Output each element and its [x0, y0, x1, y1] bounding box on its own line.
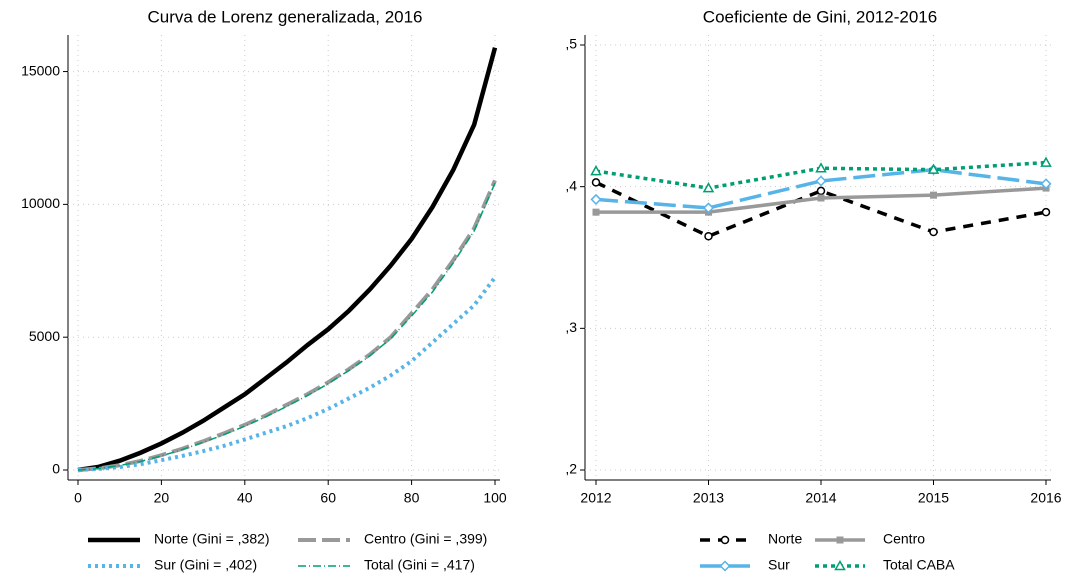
- y-tick-label: 5000: [29, 328, 60, 344]
- series-line: [77, 182, 496, 471]
- legend-label: Centro: [883, 531, 925, 547]
- x-tick-label: 100: [483, 490, 507, 506]
- x-tick-label: 2013: [693, 490, 724, 506]
- marker: [1041, 207, 1051, 217]
- legend-label: Centro (Gini = ,399): [364, 531, 487, 547]
- legend-marker: [834, 559, 846, 571]
- marker: [929, 227, 938, 237]
- x-tick-label: 2012: [580, 490, 611, 506]
- marker: [927, 163, 940, 174]
- marker: [817, 194, 825, 202]
- series-line: [595, 160, 1047, 190]
- chart-title: Coeficiente de Gini, 2012-2016: [703, 7, 937, 26]
- y-tick-label: ,3: [565, 319, 577, 335]
- legend-label: Sur (Gini = ,402): [154, 557, 257, 573]
- legend-label: Norte (Gini = ,382): [154, 531, 270, 547]
- legend-label: Total (Gini = ,417): [364, 557, 475, 573]
- marker: [592, 208, 600, 216]
- y-tick-label: ,4: [565, 177, 577, 193]
- x-tick-label: 0: [74, 490, 82, 506]
- marker: [702, 182, 715, 193]
- legend-label: Norte: [768, 531, 802, 547]
- series-line: [77, 276, 497, 472]
- legend-label: Total CABA: [883, 557, 955, 573]
- legend-marker: [720, 535, 730, 545]
- marker: [702, 202, 715, 214]
- x-tick-label: 2014: [805, 490, 836, 506]
- series-line: [77, 47, 498, 473]
- marker: [815, 175, 827, 187]
- marker: [816, 186, 826, 196]
- legend-marker: [719, 560, 731, 572]
- marker: [815, 162, 827, 173]
- y-tick-label: 10000: [21, 195, 60, 211]
- series-line: [77, 179, 497, 472]
- legend-label: Sur: [768, 557, 790, 573]
- x-tick-label: 80: [404, 490, 420, 506]
- legend-marker: [836, 536, 844, 544]
- marker: [1040, 156, 1052, 167]
- x-tick-label: 2015: [918, 490, 949, 506]
- x-tick-label: 2016: [1030, 490, 1061, 506]
- series-line: [595, 180, 1047, 239]
- marker: [590, 193, 602, 205]
- marker: [590, 165, 602, 176]
- x-tick-label: 40: [237, 490, 253, 506]
- marker: [591, 178, 601, 187]
- chart-title: Curva de Lorenz generalizada, 2016: [147, 7, 422, 26]
- x-tick-label: 60: [320, 490, 336, 506]
- y-tick-label: ,5: [565, 36, 577, 52]
- marker: [704, 232, 713, 241]
- marker: [930, 191, 937, 199]
- series-line: [595, 167, 1047, 210]
- marker: [1040, 178, 1052, 190]
- y-tick-label: ,2: [565, 461, 577, 477]
- y-tick-label: 15000: [21, 62, 60, 78]
- x-tick-label: 20: [154, 490, 170, 506]
- y-tick-label: 0: [52, 461, 60, 477]
